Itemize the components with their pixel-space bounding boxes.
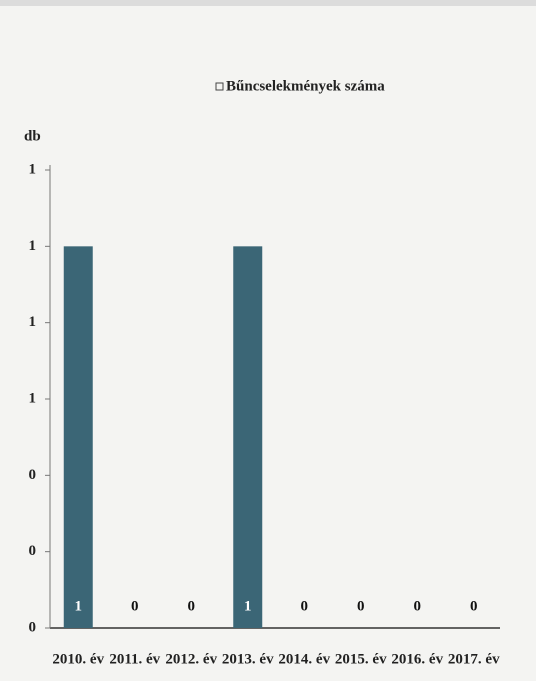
data-label: 1 <box>244 598 252 614</box>
y-axis-label: db <box>24 128 41 144</box>
bar <box>233 246 263 629</box>
y-tick-label: 1 <box>29 390 37 406</box>
x-tick-label: 2016. év <box>391 651 443 667</box>
top-edge <box>0 0 536 6</box>
data-label: 0 <box>357 598 365 614</box>
y-tick-label: 1 <box>29 238 37 254</box>
data-label: 0 <box>470 598 478 614</box>
x-tick-label: 2011. év <box>109 651 160 667</box>
y-tick-label: 0 <box>29 467 37 483</box>
x-tick-label: 2017. év <box>448 651 500 667</box>
data-label: 0 <box>414 598 422 614</box>
x-tick-label: 2014. év <box>278 651 330 667</box>
bar <box>63 246 93 629</box>
data-label: 0 <box>131 598 139 614</box>
x-tick-label: 2013. év <box>222 651 274 667</box>
y-tick-label: 1 <box>29 161 37 177</box>
data-label: 0 <box>301 598 309 614</box>
x-tick-label: 2010. év <box>52 651 104 667</box>
legend-label: Bűncselekmények száma <box>226 78 385 94</box>
data-label: 1 <box>75 598 83 614</box>
legend-swatch <box>215 82 224 91</box>
y-tick-label: 0 <box>29 619 37 635</box>
x-tick-label: 2015. év <box>335 651 387 667</box>
y-tick-label: 0 <box>29 543 37 559</box>
x-tick-label: 2012. év <box>165 651 217 667</box>
y-tick-label: 1 <box>29 314 37 330</box>
data-label: 0 <box>188 598 196 614</box>
